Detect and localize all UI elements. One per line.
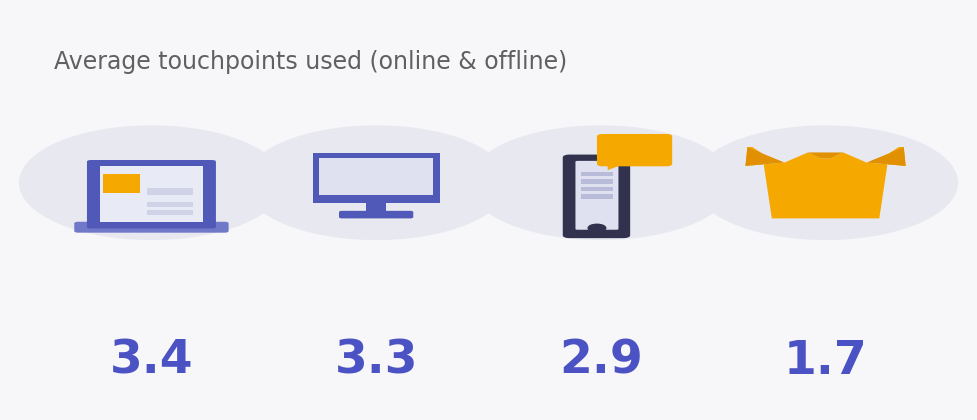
Circle shape — [244, 126, 508, 239]
FancyBboxPatch shape — [103, 174, 140, 193]
FancyBboxPatch shape — [147, 210, 193, 215]
Polygon shape — [808, 152, 843, 158]
Text: 1.7: 1.7 — [784, 339, 868, 384]
FancyBboxPatch shape — [581, 194, 613, 199]
Text: Average touchpoints used (online & offline): Average touchpoints used (online & offli… — [54, 50, 567, 74]
FancyBboxPatch shape — [597, 134, 672, 166]
FancyBboxPatch shape — [581, 187, 613, 191]
FancyBboxPatch shape — [147, 202, 193, 207]
FancyBboxPatch shape — [147, 188, 193, 195]
FancyBboxPatch shape — [319, 158, 433, 195]
FancyBboxPatch shape — [313, 198, 440, 203]
Polygon shape — [608, 164, 624, 170]
Polygon shape — [745, 147, 906, 218]
FancyBboxPatch shape — [339, 211, 413, 218]
Circle shape — [469, 126, 733, 239]
FancyBboxPatch shape — [575, 161, 618, 230]
FancyBboxPatch shape — [100, 166, 203, 222]
Circle shape — [694, 126, 957, 239]
FancyBboxPatch shape — [366, 198, 386, 214]
FancyBboxPatch shape — [581, 172, 613, 176]
Text: 2.9: 2.9 — [559, 339, 643, 384]
Circle shape — [20, 126, 283, 239]
FancyBboxPatch shape — [74, 222, 229, 233]
FancyBboxPatch shape — [563, 155, 630, 238]
Circle shape — [588, 224, 606, 232]
FancyBboxPatch shape — [87, 160, 216, 228]
FancyBboxPatch shape — [313, 153, 440, 199]
Polygon shape — [867, 147, 906, 166]
Text: 3.3: 3.3 — [334, 339, 418, 384]
Polygon shape — [745, 147, 785, 166]
FancyBboxPatch shape — [581, 179, 613, 184]
Text: 3.4: 3.4 — [109, 339, 193, 384]
